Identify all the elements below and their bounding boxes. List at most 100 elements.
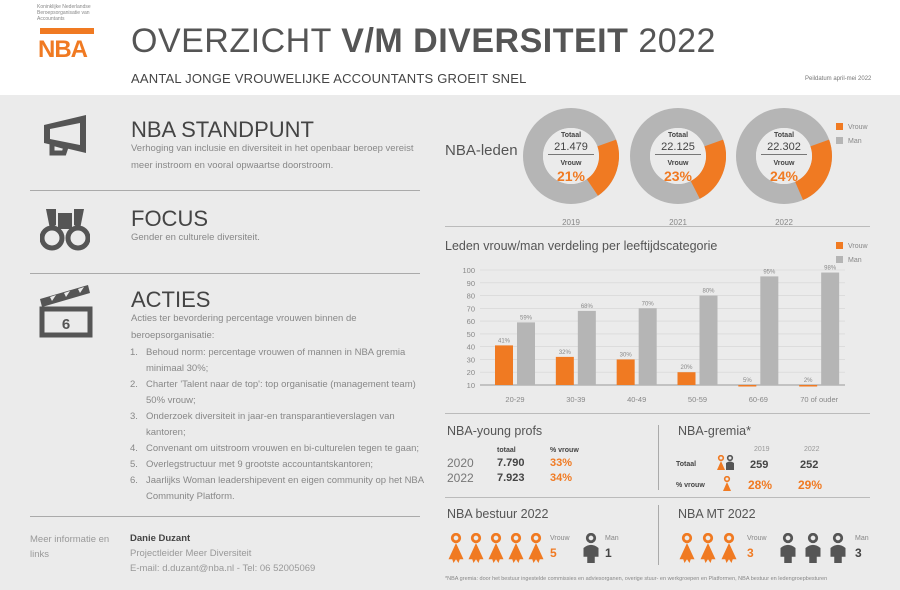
svg-text:5%: 5% (743, 378, 752, 384)
bar-man (699, 295, 718, 385)
divider (30, 190, 420, 191)
logo: NBA (38, 36, 88, 63)
bar-vrouw (555, 356, 574, 385)
donut-year: 2022 (775, 218, 793, 227)
list-item: 5. Overlegstructuur met 9 grootste accoun… (130, 459, 374, 470)
woman-icon (721, 533, 737, 563)
swatch-vrouw (836, 123, 843, 130)
bar-man (638, 308, 657, 385)
standpunt-title: NBA STANDPUNT (131, 117, 314, 142)
donut-totaal-label: Totaal (667, 132, 689, 139)
focus-text: Gender en culturele diversiteit. (131, 232, 260, 243)
man-icon (830, 533, 846, 563)
donut-vrouw-label: Vrouw (560, 160, 582, 167)
bar-vrouw (495, 345, 513, 385)
bar-man (577, 310, 596, 385)
gremia-vrouw-label: % vrouw (676, 482, 705, 489)
bar-vrouw (677, 372, 696, 385)
bar-man (517, 322, 535, 385)
woman-icon (528, 533, 544, 563)
bar-vrouw (616, 359, 635, 385)
svg-text:60: 60 (467, 317, 475, 326)
bestuur-man-label: Man (605, 535, 619, 542)
svg-text:50: 50 (467, 330, 475, 339)
donut-ring (630, 108, 726, 204)
list-item: 3. Onderzoek diversiteit in jaar-en trans… (130, 411, 395, 438)
mt-vrouw-label: Vrouw (747, 535, 767, 542)
subtitle: AANTAL JONGE VROUWELIJKE ACCOUNTANTS GRO… (131, 71, 527, 86)
bestuur-man-count: 1 (605, 546, 612, 560)
swatch-man (836, 137, 843, 144)
woman-icon (700, 533, 716, 563)
list-item: 6. Jaarlijks Woman leadershipevent en eig… (130, 475, 424, 502)
chart-title: Leden vrouw/man verdeling per leeftijdsc… (445, 239, 718, 253)
gremia-pct-2022: 29% (798, 478, 823, 492)
svg-text:70 of ouder: 70 of ouder (800, 395, 838, 404)
bar-vrouw (738, 385, 757, 387)
svg-text:32%: 32% (559, 350, 572, 356)
footnote: *NBA gremia: door het bestuur ingestelde… (445, 576, 828, 582)
contact-details[interactable]: E-mail: d.duzant@nba.nl - Tel: 06 520050… (130, 563, 316, 574)
title-year: 2022 (628, 22, 716, 60)
contact-block: Danie Duzant Projectleider Meer Diversit… (130, 531, 315, 576)
yp-total: 7.923 (497, 472, 525, 484)
gremia-title: NBA-gremia* (678, 424, 751, 438)
donut-pct: 23% (663, 168, 693, 184)
donut-totaal-label: Totaal (773, 132, 795, 139)
donut-vrouw-label: Vrouw (667, 160, 689, 167)
col-totaal: totaal (497, 447, 516, 454)
woman-icon (488, 533, 504, 563)
donut-2019: Totaal 21.479 Vrouw 21% 2019 (523, 108, 619, 227)
bestuur-vrouw-label: Vrouw (550, 535, 570, 542)
woman-icon (448, 533, 464, 563)
donut-totaal-label: Totaal (560, 132, 582, 139)
logo-org-text: Koninklijke Nederlandse Beroepsorganisat… (37, 4, 91, 22)
donut-total: 22.125 (655, 141, 701, 155)
list-item: 1. Behoud norm: percentage vrouwen of man… (130, 347, 406, 374)
svg-text:98%: 98% (824, 266, 837, 272)
donut-vrouw-label: Vrouw (773, 160, 795, 167)
peildatum: Peildatum april-mei 2022 (805, 76, 872, 82)
mt-vrouw-count: 3 (747, 546, 754, 560)
meer-informatie-label: Meer informatie en links (30, 534, 110, 560)
divider (30, 273, 420, 274)
svg-text:59%: 59% (520, 315, 533, 321)
list-item: 4. Convenant om uitstroom vrouwen en bi-c… (130, 443, 420, 454)
megaphone-icon (42, 113, 92, 164)
svg-text:50-59: 50-59 (688, 395, 707, 404)
yp-pct: 34% (550, 472, 573, 484)
svg-text:70%: 70% (642, 301, 655, 307)
donut-2021: Totaal 22.125 Vrouw 23% 2021 (630, 108, 726, 227)
divider (445, 413, 870, 414)
focus-title: FOCUS (131, 206, 208, 231)
contact-name: Danie Duzant (130, 533, 191, 544)
donut-total: 21.479 (548, 141, 594, 155)
woman-icon (679, 533, 695, 563)
woman-icon (508, 533, 524, 563)
divider (658, 425, 659, 490)
col-vrouw: % vrouw (550, 447, 579, 454)
gremia-totaal-label: Totaal (676, 461, 697, 468)
yp-pct: 33% (550, 457, 573, 469)
svg-text:90: 90 (467, 279, 475, 288)
swatch-vrouw (836, 242, 843, 249)
donut-2022: Totaal 22.302 Vrouw 24% 2022 (736, 108, 832, 227)
woman-man-icon (717, 455, 734, 470)
standpunt-text: Verhoging van inclusie en diversiteit in… (131, 143, 414, 171)
svg-text:95%: 95% (763, 269, 776, 275)
svg-text:80%: 80% (702, 289, 715, 295)
svg-text:40-49: 40-49 (627, 395, 646, 404)
header: Koninklijke Nederlandse Beroepsorganisat… (0, 0, 900, 95)
gremia-totaal-2022: 252 (800, 459, 819, 471)
svg-text:41%: 41% (498, 338, 511, 344)
donut-ring (736, 108, 832, 204)
nba-leden-label: NBA-leden (445, 142, 518, 159)
gremia-pct-2019: 28% (748, 478, 773, 492)
svg-text:30%: 30% (620, 352, 633, 358)
mt-man-count: 3 (855, 546, 862, 560)
svg-text:40: 40 (467, 343, 475, 352)
yp-year: 2022 (447, 471, 474, 485)
svg-text:20: 20 (467, 368, 475, 377)
title-bold: V/M DIVERSITEIT (341, 22, 629, 60)
logo-bar (40, 28, 94, 34)
